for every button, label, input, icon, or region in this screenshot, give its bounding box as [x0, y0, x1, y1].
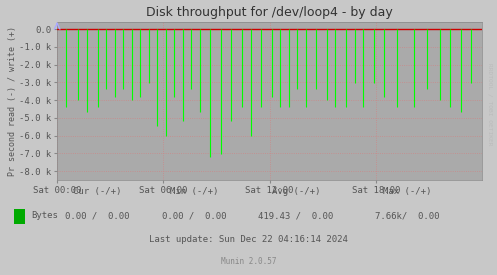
Y-axis label: Pr second read (-) / write (+): Pr second read (-) / write (+): [7, 26, 16, 176]
Text: Munin 2.0.57: Munin 2.0.57: [221, 257, 276, 266]
Text: Cur (-/+): Cur (-/+): [73, 187, 121, 196]
Text: Max (-/+): Max (-/+): [383, 187, 432, 196]
Text: Bytes: Bytes: [31, 211, 58, 220]
Text: 0.00 /  0.00: 0.00 / 0.00: [162, 211, 226, 220]
Text: Last update: Sun Dec 22 04:16:14 2024: Last update: Sun Dec 22 04:16:14 2024: [149, 235, 348, 244]
Text: Min (-/+): Min (-/+): [169, 187, 218, 196]
Text: 419.43 /  0.00: 419.43 / 0.00: [258, 211, 333, 220]
Text: 7.66k/  0.00: 7.66k/ 0.00: [375, 211, 440, 220]
Text: RRDTOOL / TOBI OETIKER: RRDTOOL / TOBI OETIKER: [487, 63, 492, 146]
Title: Disk throughput for /dev/loop4 - by day: Disk throughput for /dev/loop4 - by day: [146, 6, 393, 20]
Text: 0.00 /  0.00: 0.00 / 0.00: [65, 211, 129, 220]
Text: Avg (-/+): Avg (-/+): [271, 187, 320, 196]
